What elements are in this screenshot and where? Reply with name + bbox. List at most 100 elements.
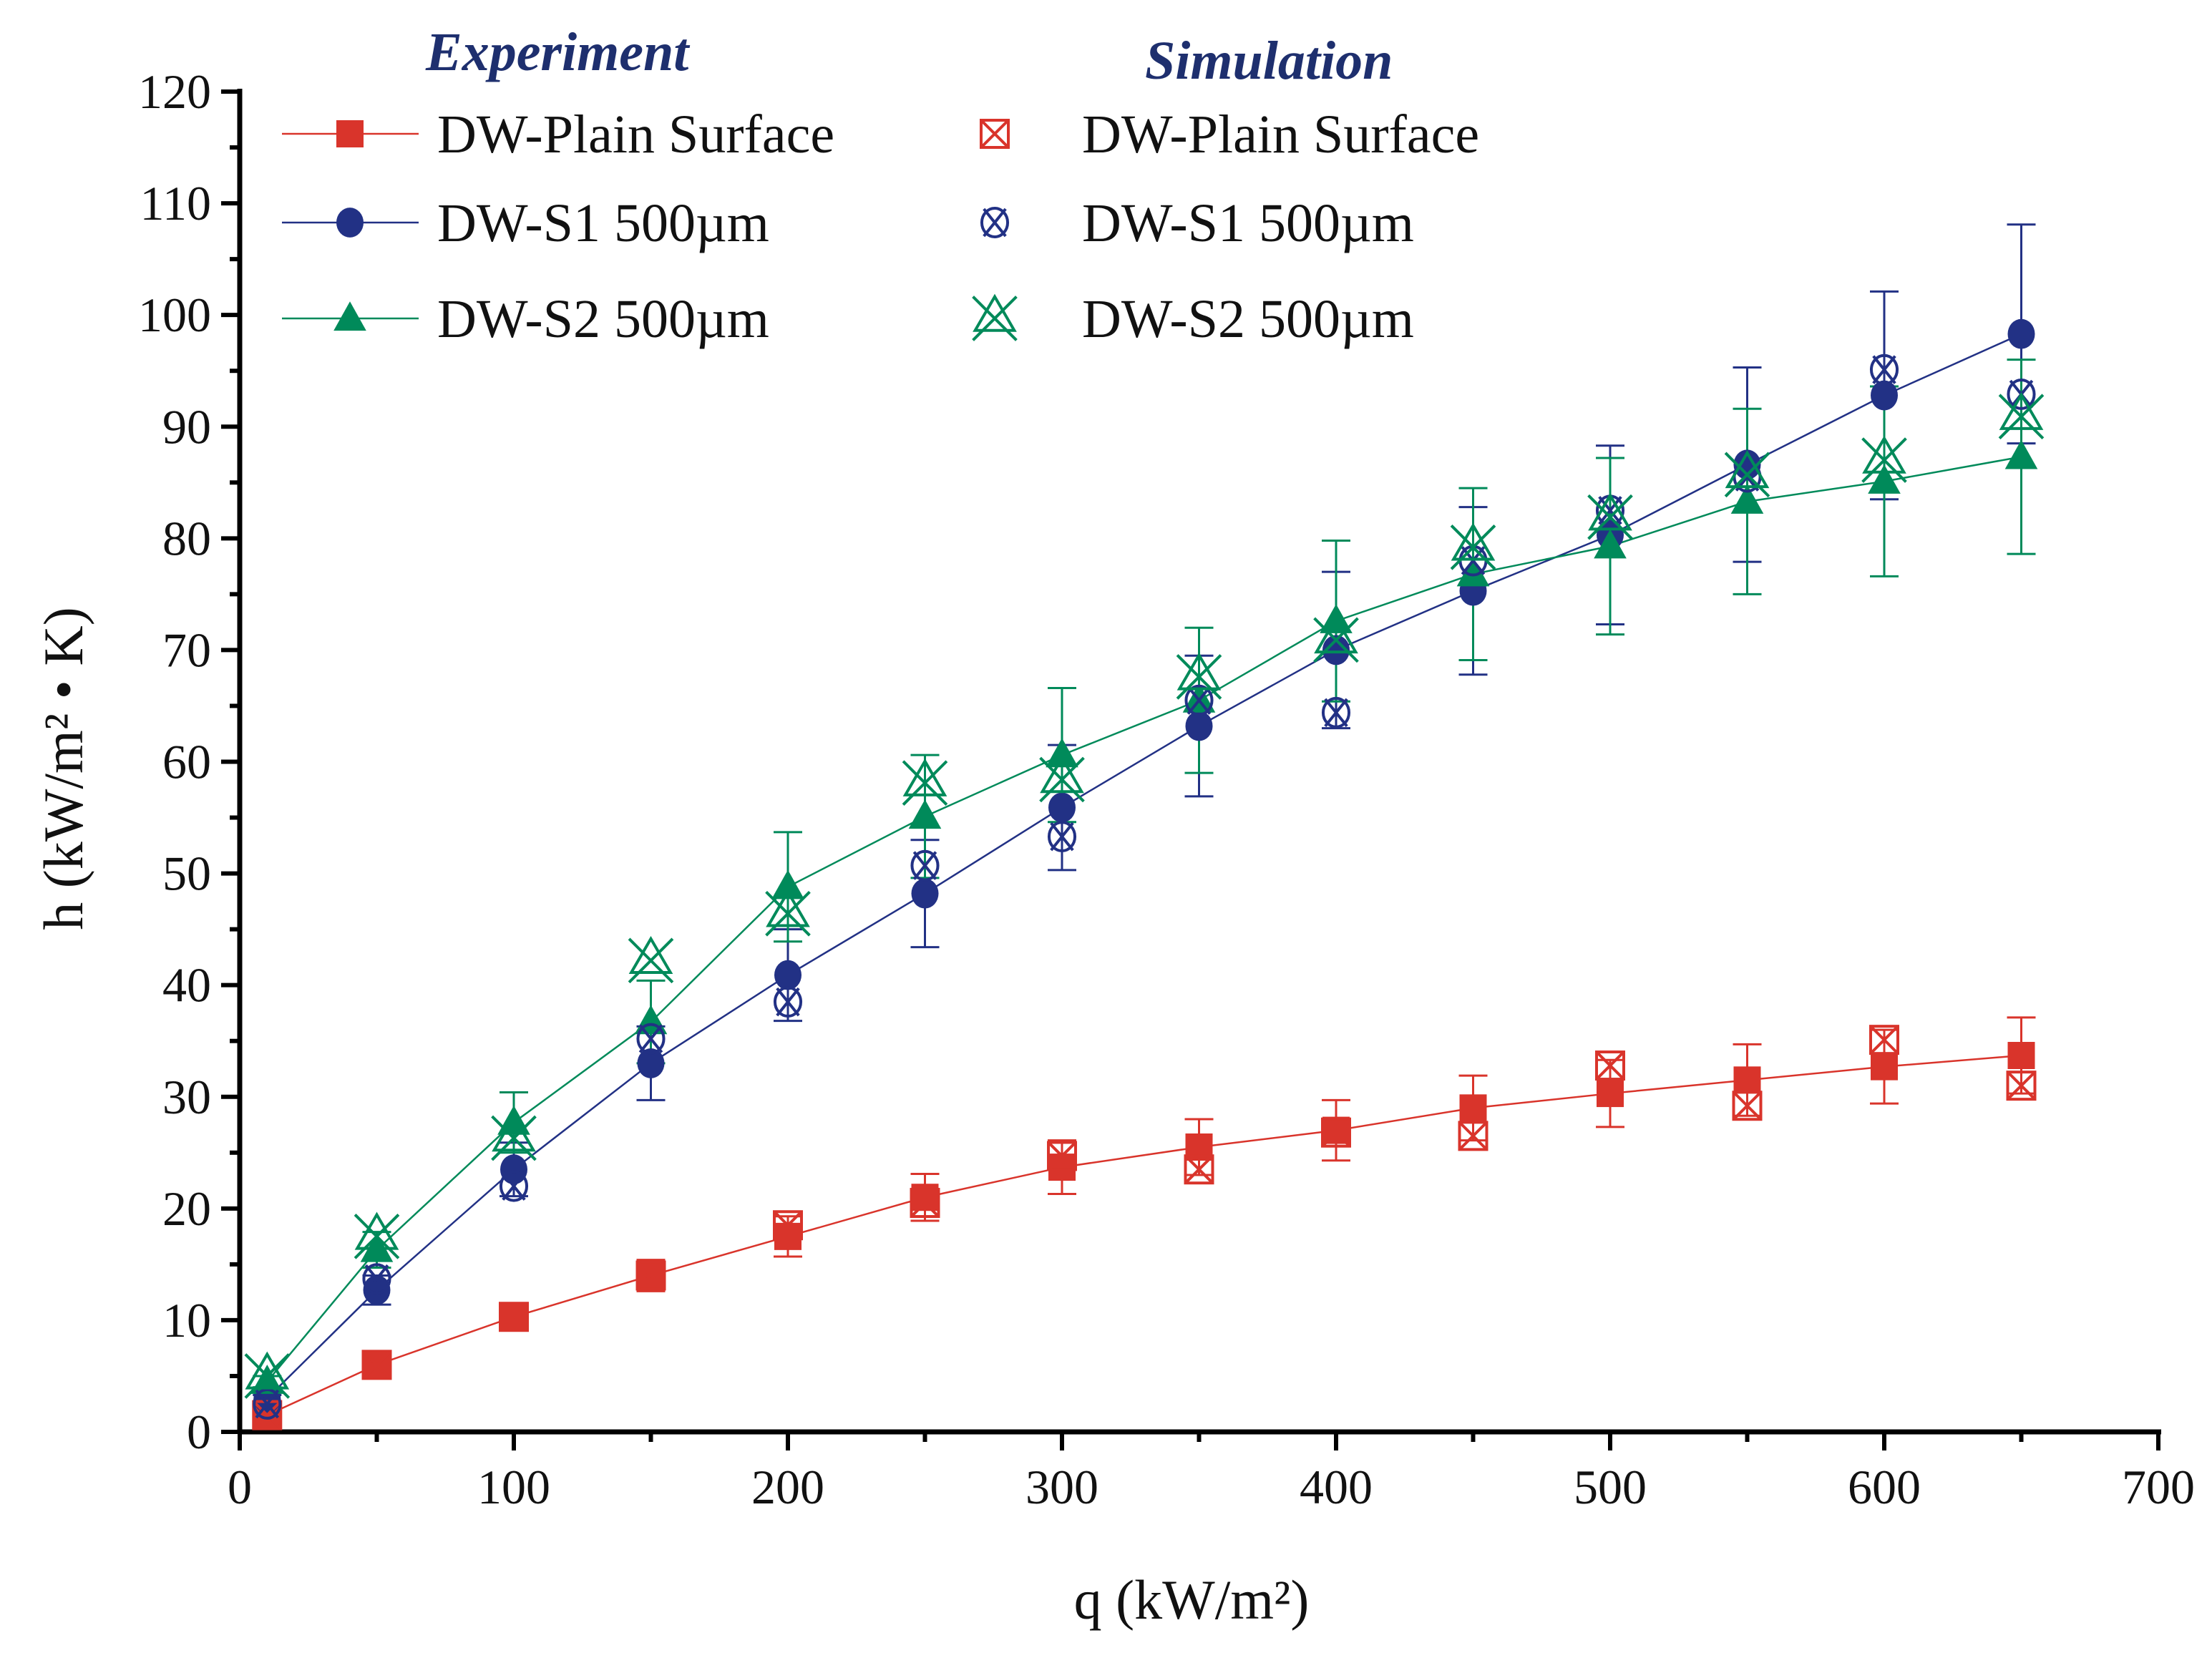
data-point bbox=[1730, 484, 1764, 514]
legend-label: DW-S1 500µm bbox=[437, 193, 769, 253]
series-line bbox=[266, 456, 2022, 1383]
data-point bbox=[1182, 683, 1216, 713]
legend-header-simulation: Simulation bbox=[1145, 31, 1393, 91]
y-tick-label: 120 bbox=[138, 64, 211, 119]
data-point bbox=[628, 935, 674, 984]
data-point bbox=[636, 1023, 666, 1055]
data-point bbox=[1313, 615, 1359, 663]
x-tick-label: 600 bbox=[1848, 1460, 1921, 1514]
data-point bbox=[252, 1400, 283, 1430]
data-point bbox=[253, 1388, 282, 1420]
data-point bbox=[910, 1188, 940, 1219]
legend-marker bbox=[980, 207, 1010, 238]
data-point bbox=[2007, 318, 2035, 349]
data-point bbox=[250, 1365, 284, 1394]
data-point bbox=[1458, 1121, 1489, 1151]
data-point bbox=[1869, 1025, 1899, 1055]
x-tick-label: 0 bbox=[228, 1460, 252, 1514]
plot-area bbox=[244, 223, 2045, 1430]
legend-item: DW-S2 500µm bbox=[972, 289, 1414, 349]
data-point bbox=[497, 1105, 530, 1135]
data-point bbox=[1868, 464, 1901, 494]
data-point bbox=[1039, 755, 1085, 803]
y-tick-label: 70 bbox=[162, 623, 211, 677]
x-tick-label: 500 bbox=[1574, 1460, 1647, 1514]
data-point bbox=[1321, 1117, 1351, 1148]
data-point bbox=[1871, 1053, 1898, 1081]
data-point bbox=[1998, 391, 2045, 440]
y-tick-label: 10 bbox=[162, 1293, 211, 1347]
data-point bbox=[773, 1210, 803, 1241]
legend-item: DW-Plain Surface bbox=[282, 104, 834, 165]
legend-label: DW-S2 500µm bbox=[1082, 289, 1414, 349]
data-point bbox=[499, 1170, 529, 1202]
legend-marker bbox=[336, 120, 364, 147]
y-tick-label: 30 bbox=[162, 1070, 211, 1124]
legend-item: DW-S1 500µm bbox=[282, 193, 769, 253]
data-point bbox=[1456, 557, 1490, 587]
data-point bbox=[637, 1048, 665, 1078]
x-axis-title: q (kW/m²) bbox=[1074, 1569, 1310, 1631]
data-point bbox=[1733, 1066, 1761, 1094]
y-tick-label: 80 bbox=[162, 511, 211, 565]
y-tick-label: 40 bbox=[162, 958, 211, 1013]
legend-marker bbox=[980, 119, 1010, 149]
data-point bbox=[1048, 1154, 1076, 1181]
data-point bbox=[1871, 380, 1898, 411]
data-point bbox=[773, 986, 803, 1018]
data-point bbox=[1047, 1141, 1077, 1171]
data-point bbox=[1732, 1091, 1763, 1121]
data-point bbox=[2007, 1041, 2035, 1069]
y-axis-title: h (kW/m² • K) bbox=[32, 607, 94, 930]
y-tick-label: 60 bbox=[162, 735, 211, 789]
legend-label: DW-S2 500µm bbox=[437, 289, 769, 349]
data-point bbox=[491, 1113, 537, 1161]
data-point bbox=[774, 960, 802, 990]
data-point bbox=[1047, 821, 1077, 853]
data-point bbox=[1046, 738, 1078, 768]
data-point bbox=[1587, 492, 1633, 540]
data-point bbox=[911, 1184, 939, 1211]
y-tick-label: 50 bbox=[162, 847, 211, 901]
legend: Experiment Simulation DW-Plain Surface DW… bbox=[282, 22, 1479, 349]
data-point bbox=[911, 878, 939, 909]
data-point bbox=[1322, 1116, 1350, 1144]
data-point bbox=[1176, 652, 1222, 700]
data-point bbox=[1594, 529, 1627, 559]
legend-marker bbox=[333, 301, 366, 331]
data-point bbox=[1869, 353, 1899, 386]
data-point bbox=[354, 1211, 400, 1259]
x-tick-label: 400 bbox=[1300, 1460, 1373, 1514]
legend-label: DW-Plain Surface bbox=[437, 104, 834, 165]
data-point bbox=[1185, 711, 1213, 741]
data-point bbox=[1450, 522, 1496, 570]
data-point bbox=[1724, 449, 1770, 498]
legend-header-experiment: Experiment bbox=[425, 22, 691, 82]
data-point bbox=[244, 1351, 291, 1399]
data-point bbox=[1048, 792, 1076, 823]
y-tick-label: 0 bbox=[187, 1405, 211, 1459]
y-tick-label: 20 bbox=[162, 1181, 211, 1236]
data-point bbox=[774, 1222, 802, 1250]
series-line bbox=[266, 333, 2022, 1400]
data-point bbox=[1184, 1154, 1214, 1185]
data-point bbox=[910, 849, 940, 882]
data-point bbox=[1184, 684, 1214, 716]
x-tick-label: 700 bbox=[2122, 1460, 2195, 1514]
data-point bbox=[1321, 696, 1351, 728]
data-point bbox=[908, 799, 942, 829]
x-tick-label: 200 bbox=[751, 1460, 824, 1514]
data-point bbox=[500, 1154, 527, 1185]
legend-label: DW-Plain Surface bbox=[1082, 104, 1479, 165]
data-point bbox=[771, 869, 804, 899]
data-point bbox=[765, 889, 811, 937]
data-point bbox=[2004, 439, 2038, 469]
series-line bbox=[266, 1054, 2022, 1416]
data-point bbox=[362, 1263, 391, 1295]
y-tick-label: 90 bbox=[162, 399, 211, 454]
data-point bbox=[1322, 635, 1350, 665]
legend-label: DW-S1 500µm bbox=[1082, 193, 1414, 253]
data-point bbox=[361, 1350, 392, 1380]
x-tick-label: 300 bbox=[1025, 1460, 1098, 1514]
